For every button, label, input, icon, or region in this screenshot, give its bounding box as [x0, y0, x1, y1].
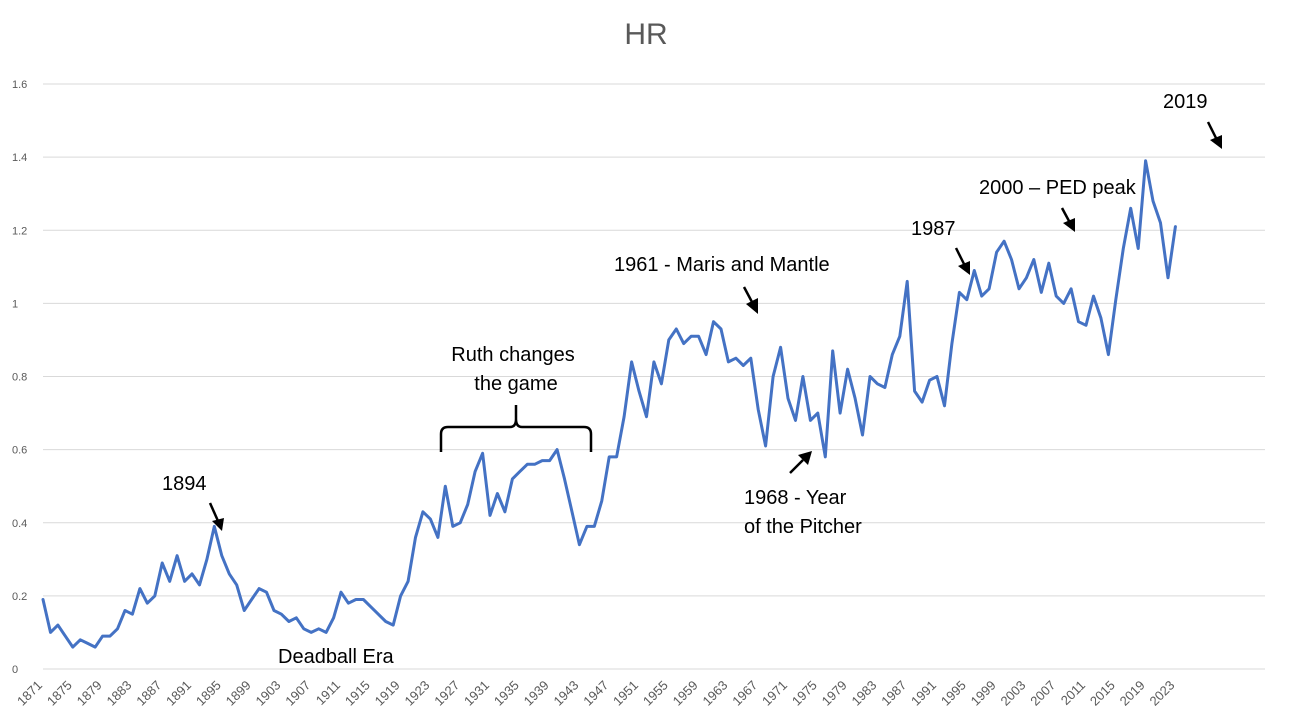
x-tick-label: 1895: [193, 678, 224, 709]
x-tick-label: 1919: [372, 678, 403, 709]
x-tick-label: 1999: [968, 678, 999, 709]
y-tick-label: 0.6: [12, 445, 27, 457]
y-axis-ticks: 0 0.2 0.4 0.6 0.8 1 1.2 1.4 1.6: [12, 79, 27, 676]
arrow-1961: [742, 286, 754, 303]
x-tick-label: 2011: [1058, 678, 1088, 708]
x-tick-label: 1959: [670, 678, 701, 709]
x-tick-label: 1979: [819, 678, 850, 709]
x-tick-label: 1987: [878, 678, 909, 709]
annotation-1987: 1987: [911, 218, 956, 240]
x-tick-label: 1879: [74, 678, 105, 709]
x-tick-label: 1871: [14, 678, 45, 709]
x-tick-label: 1983: [848, 678, 879, 709]
annotation-1894: 1894: [162, 473, 207, 495]
x-tick-label: 1899: [223, 678, 254, 709]
x-tick-label: 1887: [133, 678, 164, 709]
x-tick-label: 1939: [521, 678, 552, 709]
x-tick-label: 2015: [1087, 678, 1118, 709]
y-tick-label: 0.4: [12, 518, 27, 530]
x-tick-label: 2023: [1146, 678, 1177, 709]
arrowhead-1961: [746, 298, 758, 314]
annotation-deadball-era: Deadball Era: [278, 646, 395, 668]
x-tick-label: 1911: [313, 678, 343, 708]
x-tick-label: 1927: [431, 678, 462, 709]
x-tick-label: 1951: [610, 678, 641, 709]
x-tick-label: 1995: [938, 678, 969, 709]
y-tick-label: 0.8: [12, 372, 27, 384]
arrow-2000: [1060, 207, 1071, 222]
hr-series-line: [41, 159, 1177, 649]
arrowhead-1987: [958, 261, 970, 275]
y-tick-label: 0.2: [12, 591, 27, 603]
annotation-1968-line2: of the Pitcher: [744, 516, 862, 538]
y-tick-label: 0: [12, 664, 18, 676]
arrow-2019: [1206, 121, 1218, 139]
x-tick-label: 2007: [1027, 678, 1058, 709]
y-tick-label: 1.2: [12, 225, 27, 237]
x-tick-label: 2003: [997, 678, 1028, 709]
annotation-1968-line1: 1968 - Year: [744, 487, 847, 509]
x-tick-label: 1947: [580, 678, 611, 709]
gridlines: [43, 83, 1265, 670]
arrow-1894: [208, 502, 220, 522]
x-tick-label: 1883: [103, 678, 134, 709]
ruth-brace: [439, 405, 593, 452]
y-tick-label: 1.6: [12, 79, 27, 91]
x-tick-label: 1991: [908, 678, 939, 709]
annotation-2000: 2000 – PED peak: [979, 177, 1137, 199]
x-tick-label: 1875: [44, 678, 75, 709]
y-tick-label: 1: [12, 298, 18, 310]
x-tick-label: 1931: [461, 678, 492, 709]
annotation-2019: 2019: [1163, 91, 1208, 113]
x-tick-label: 1935: [491, 678, 522, 709]
x-tick-label: 1967: [729, 678, 760, 709]
x-tick-label: 2019: [1117, 678, 1148, 709]
arrowhead-1968: [798, 451, 812, 465]
chart-title: HR: [624, 18, 667, 51]
x-axis-ticks: 1871187518791883188718911895189919031907…: [14, 678, 1177, 709]
y-tick-label: 1.4: [12, 152, 27, 164]
arrow-1968: [789, 459, 804, 474]
annotation-1961: 1961 - Maris and Mantle: [614, 254, 830, 276]
arrowhead-2000: [1063, 218, 1075, 232]
annotation-ruth-line1: Ruth changes: [451, 344, 574, 366]
annotation-ruth-line2: the game: [474, 373, 557, 395]
x-tick-label: 1903: [252, 678, 283, 709]
x-tick-label: 1975: [789, 678, 820, 709]
x-tick-label: 1963: [699, 678, 730, 709]
arrowhead-1894: [212, 518, 224, 531]
x-tick-label: 1955: [640, 678, 671, 709]
x-tick-label: 1971: [759, 678, 790, 709]
x-tick-label: 1907: [282, 678, 313, 709]
x-tick-label: 1915: [342, 678, 373, 709]
x-tick-label: 1923: [401, 678, 432, 709]
x-tick-label: 1891: [163, 678, 194, 709]
arrowhead-2019: [1210, 135, 1222, 149]
x-tick-label: 1943: [550, 678, 581, 709]
arrow-1987: [954, 247, 966, 265]
